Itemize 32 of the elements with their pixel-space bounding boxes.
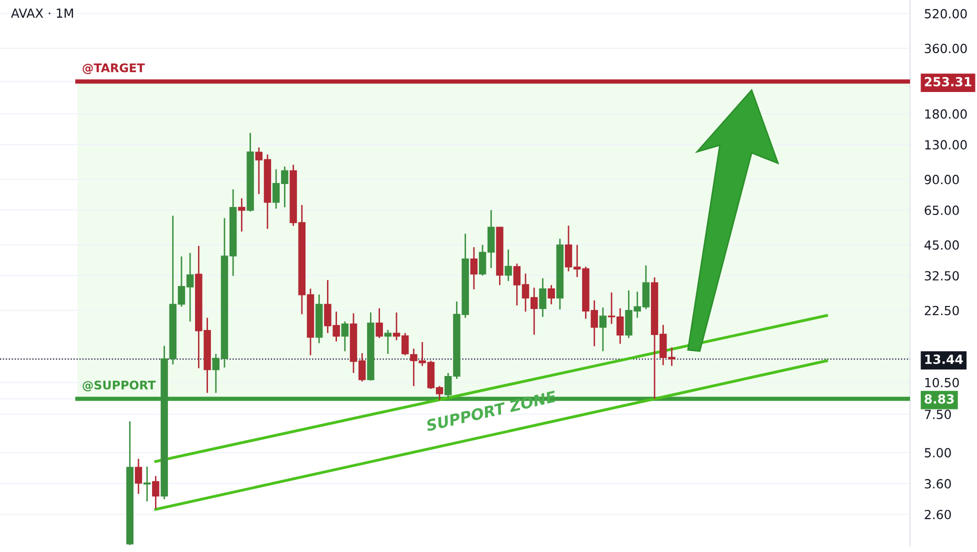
candlestick — [238, 198, 246, 232]
candlestick — [143, 466, 151, 502]
y-tick-label: 5.00 — [924, 448, 951, 458]
candlestick — [539, 278, 546, 318]
y-tick-label: 45.00 — [924, 240, 959, 250]
candlestick — [470, 246, 478, 290]
y-tick-label: 180.00 — [925, 109, 967, 119]
candlestick — [152, 475, 160, 510]
y-tick-label: 7.50 — [924, 410, 951, 420]
y-tick-label: 32.50 — [924, 271, 959, 281]
y-tick-label: 130.00 — [925, 140, 967, 150]
y-tick-label: 22.50 — [924, 306, 959, 316]
candlestick — [341, 320, 349, 352]
candlestick — [384, 329, 392, 355]
text: AVAX · 1M — [11, 8, 73, 18]
candlestick — [599, 306, 607, 352]
y-tick-label: 90.00 — [924, 174, 959, 184]
ref-line-label: @TARGET — [82, 63, 145, 74]
y-tick-label: 520.00 — [924, 9, 967, 18]
y-tick-label: 253.31 — [924, 76, 972, 86]
ref-line-label: @SUPPORT — [82, 380, 156, 392]
y-tick-label: 360.00 — [924, 44, 967, 54]
y-tick-label: 8.83 — [924, 394, 954, 404]
y-tick-label: 10.50 — [925, 378, 959, 388]
candlestick — [548, 284, 555, 305]
y-tick-label: 2.60 — [924, 510, 951, 520]
candlestick — [134, 458, 142, 495]
y-tick-label: 65.00 — [924, 206, 959, 216]
candlestick — [504, 248, 512, 282]
y-tick-label: 3.60 — [924, 479, 951, 489]
y-tick-label: 13.44 — [925, 354, 963, 364]
candlestick — [376, 308, 383, 339]
